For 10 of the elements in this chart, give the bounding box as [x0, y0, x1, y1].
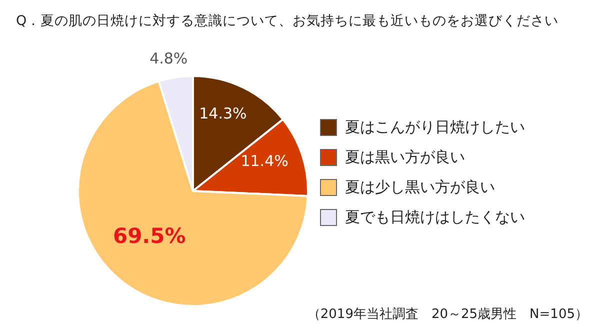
text: （2019年当社調査 20～25歳男性 N=105）	[307, 306, 588, 323]
data-label: 14.3%	[199, 104, 247, 122]
legend-label: 夏は黒い方が良い	[344, 146, 466, 168]
legend-label: 夏でも日焼けはしたくない	[344, 206, 525, 228]
data-label: 11.4%	[240, 152, 288, 170]
legend-label: 夏は少し黒い方が良い	[344, 176, 496, 198]
legend-label: 夏はこんがり日焼けしたい	[344, 116, 525, 138]
data-label: 4.8%	[150, 49, 188, 68]
chart-title: Q．夏の肌の日焼けに対する意識について、お気持ちに最も近いものをお選びください	[16, 12, 559, 30]
data-label: 69.5%	[112, 224, 186, 248]
